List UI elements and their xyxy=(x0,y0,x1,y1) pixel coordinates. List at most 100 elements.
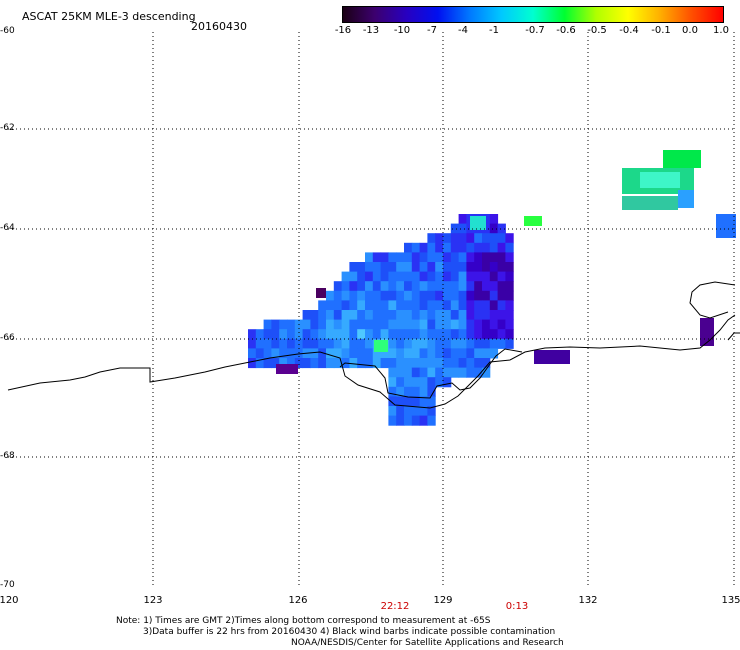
wind-cell xyxy=(482,252,491,263)
wind-cell xyxy=(411,406,421,417)
wind-cell xyxy=(443,367,452,378)
wind-cell xyxy=(310,319,319,330)
wind-cell xyxy=(466,348,475,359)
wind-cell xyxy=(427,386,436,397)
wind-cell xyxy=(349,290,358,301)
wind-cell xyxy=(482,242,491,253)
wind-cell xyxy=(302,329,311,340)
wind-cell xyxy=(450,310,460,321)
wind-cell xyxy=(497,338,506,349)
wind-cell xyxy=(333,310,343,321)
wind-cell xyxy=(404,406,413,417)
wind-cell xyxy=(458,252,467,263)
wind-cell xyxy=(419,367,428,378)
wind-cell xyxy=(419,329,428,340)
wind-cell xyxy=(411,290,421,301)
wind-cell xyxy=(474,367,483,378)
wind-cell xyxy=(482,329,491,340)
wind-cell xyxy=(411,396,421,407)
wind-cell xyxy=(505,233,514,244)
wind-cell xyxy=(489,310,499,321)
wind-cell xyxy=(357,338,366,349)
wind-cell xyxy=(497,290,506,301)
color-tick: -16 xyxy=(334,25,352,36)
wind-cell xyxy=(388,300,397,311)
wind-cell xyxy=(255,348,265,359)
wind-cell xyxy=(263,319,272,330)
wind-cell xyxy=(318,348,327,359)
wind-cell xyxy=(474,290,483,301)
lat-label: -64 xyxy=(0,223,15,233)
wind-cell xyxy=(450,281,460,292)
wind-cell xyxy=(255,338,265,349)
wind-cell xyxy=(396,348,405,359)
wind-cell xyxy=(365,310,374,321)
wind-cell xyxy=(341,348,350,359)
color-tick: 0.0 xyxy=(682,25,698,36)
wind-cell xyxy=(372,310,382,321)
wind-cell xyxy=(466,271,475,282)
wind-cell xyxy=(419,300,428,311)
wind-cell xyxy=(404,290,413,301)
wind-cell xyxy=(419,377,428,388)
wind-cell xyxy=(404,348,413,359)
lat-label: -66 xyxy=(0,333,15,343)
wind-cell xyxy=(450,233,460,244)
wind-cell xyxy=(458,348,467,359)
wind-cell xyxy=(396,281,405,292)
wind-cell xyxy=(357,329,366,340)
coastline-east-bay xyxy=(689,281,736,319)
wind-cell xyxy=(326,319,335,330)
wind-cell xyxy=(271,329,280,340)
wind-cell xyxy=(310,358,319,369)
wind-cell xyxy=(333,281,343,292)
wind-cell xyxy=(427,415,436,426)
wind-cell xyxy=(396,396,405,407)
wind-cell xyxy=(287,319,296,330)
wind-cell xyxy=(458,319,467,330)
wind-cell xyxy=(365,281,374,292)
wind-cell xyxy=(372,271,382,282)
wind-cell xyxy=(341,319,350,330)
wind-cell xyxy=(411,300,421,311)
wind-cell xyxy=(380,281,389,292)
wind-cell xyxy=(333,329,343,340)
wind-cell xyxy=(466,310,475,321)
wind-cell xyxy=(458,214,467,225)
wind-cell xyxy=(365,329,374,340)
wind-cell xyxy=(411,338,421,349)
wind-cell xyxy=(388,319,397,330)
wind-cell xyxy=(357,319,366,330)
wind-cell xyxy=(435,290,444,301)
wind-cell xyxy=(663,150,701,168)
wind-cell xyxy=(505,310,514,321)
wind-cell xyxy=(427,319,436,330)
wind-cell xyxy=(450,242,460,253)
wind-cell xyxy=(341,290,350,301)
wind-cell xyxy=(372,319,382,330)
wind-cell xyxy=(435,319,444,330)
wind-cell xyxy=(372,252,382,263)
wind-cell xyxy=(450,348,460,359)
wind-cell xyxy=(458,242,467,253)
wind-cell xyxy=(318,310,327,321)
wind-cell xyxy=(482,290,491,301)
coastline-ice-shelf xyxy=(339,348,523,399)
wind-cell xyxy=(404,358,413,369)
wind-cell xyxy=(419,396,428,407)
wind-cell xyxy=(248,329,257,340)
wind-cell xyxy=(380,329,389,340)
wind-cell xyxy=(458,300,467,311)
wind-cell xyxy=(388,290,397,301)
wind-cell xyxy=(279,329,288,340)
wind-cell xyxy=(411,358,421,369)
wind-cell xyxy=(318,319,327,330)
color-tick: -1 xyxy=(489,25,499,36)
wind-cell xyxy=(489,252,499,263)
color-tick: -0.7 xyxy=(525,25,545,36)
wind-cell xyxy=(427,271,436,282)
wind-cell xyxy=(474,281,483,292)
wind-cell xyxy=(505,319,514,330)
wind-cell xyxy=(271,319,280,330)
wind-cell xyxy=(622,196,678,210)
